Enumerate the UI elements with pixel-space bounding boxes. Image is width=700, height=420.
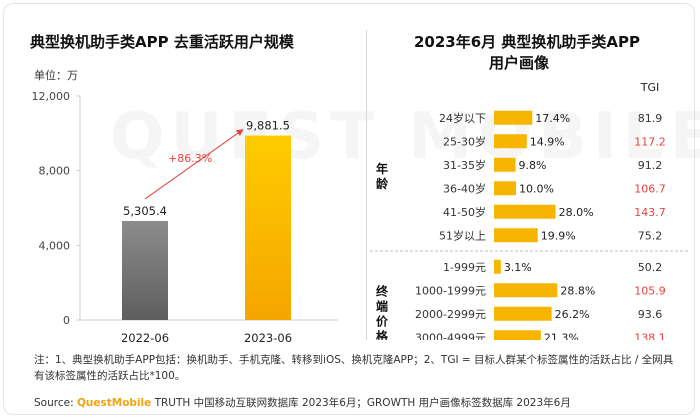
category-label: 1-999元 [443, 261, 486, 274]
tgi-value: 117.2 [634, 135, 666, 148]
profile-bar [494, 157, 516, 172]
profile-value-label: 28.0% [559, 206, 594, 219]
profile-bar [494, 259, 501, 274]
bar-value-label: 9,881.5 [246, 119, 290, 133]
bar-2022-06 [122, 220, 168, 320]
group-label-age: 年龄 [376, 161, 389, 191]
x-tick-label: 2022-06 [121, 331, 169, 345]
profile-value-label: 3.1% [504, 261, 532, 274]
growth-annotation: +86.3% [168, 152, 212, 165]
bar-value-label: 5,305.4 [123, 204, 167, 218]
category-label: 24岁以下 [439, 111, 486, 125]
tgi-value: 93.6 [638, 308, 663, 321]
profile-bar [494, 283, 558, 298]
chart-frame [3, 3, 695, 415]
category-label: 51岁以上 [439, 228, 486, 242]
category-label: 31-35岁 [443, 158, 486, 172]
profile-value-label: 21.3% [544, 331, 579, 340]
y-tick-label: 8,000 [39, 165, 71, 178]
y-tick-label: 0 [63, 314, 70, 327]
right-chart-subtitle: 用户画像 [489, 54, 550, 72]
profile-value-label: 28.8% [560, 284, 595, 297]
profile-bar [494, 330, 541, 340]
profile-bar [494, 134, 527, 149]
category-label: 41-50岁 [443, 205, 486, 219]
right-chart-title: 2023年6月 典型换机助手类APP [414, 33, 641, 51]
tgi-value: 91.2 [638, 159, 663, 172]
footnote: 注：1、典型换机助手APP包括：换机助手、手机克隆、转移到iOS、换机克隆APP… [34, 354, 674, 382]
group-label-price: 终端价格 [376, 283, 389, 340]
profile-value-label: 26.2% [555, 308, 590, 321]
y-tick-label: 4,000 [39, 239, 71, 252]
source-line: Source: QuestMobile TRUTH 中国移动互联网数据库 202… [34, 395, 571, 410]
profile-bar [494, 181, 516, 196]
profile-value-label: 14.9% [530, 135, 565, 148]
tgi-value: 75.2 [638, 229, 663, 242]
unit-label: 单位：万 [34, 69, 78, 82]
source-prefix: Source: [34, 397, 77, 409]
tgi-header: TGI [640, 81, 660, 94]
profile-value-label: 17.4% [535, 112, 570, 125]
category-label: 2000-2999元 [415, 308, 486, 321]
category-label: 1000-1999元 [415, 284, 486, 297]
profile-bar [494, 306, 552, 321]
user-profile-bar-chart: TGI 24岁以下 17.4% 81.9 25-30岁 14.9% 117.2 31-35岁 9… [370, 81, 690, 340]
tgi-value: 50.2 [638, 261, 663, 274]
x-tick-label: 2023-06 [244, 331, 292, 345]
profile-bar [494, 204, 556, 219]
panel-divider [366, 30, 367, 340]
tgi-value: 143.7 [634, 206, 666, 219]
y-tick-label: 12,000 [32, 90, 71, 103]
tgi-value: 106.7 [634, 182, 666, 195]
category-label: 3000-4999元 [415, 331, 486, 340]
profile-bar [494, 110, 533, 125]
tgi-value: 105.9 [634, 284, 666, 297]
profile-value-label: 9.8% [519, 159, 547, 172]
source-brand: QuestMobile [76, 397, 152, 409]
growth-arrow [144, 129, 244, 200]
source-text: TRUTH 中国移动互联网数据库 2023年6月；GROWTH 用户画像标签数据… [151, 397, 571, 409]
category-label: 25-30岁 [443, 134, 486, 148]
left-chart-title: 典型换机助手类APP 去重活跃用户规模 [30, 33, 294, 51]
tgi-value: 138.1 [634, 331, 666, 340]
profile-bar [494, 228, 538, 243]
profile-value-label: 19.9% [541, 229, 576, 242]
user-scale-bar-chart: 0 4,000 8,000 12,000 5,305.4 2022-06 9,881.5 2… [32, 90, 338, 345]
category-label: 36-40岁 [443, 181, 486, 195]
bar-2023-06 [245, 135, 291, 320]
tgi-value: 81.9 [638, 112, 663, 125]
profile-value-label: 10.0% [519, 182, 554, 195]
